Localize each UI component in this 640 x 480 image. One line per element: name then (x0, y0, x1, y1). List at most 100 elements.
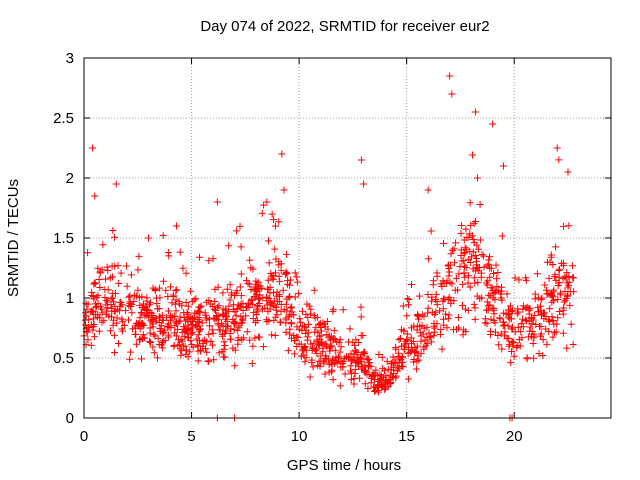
data-point (192, 295, 200, 303)
data-point (90, 280, 98, 288)
data-point (141, 310, 149, 318)
data-point (105, 312, 113, 320)
data-point (291, 336, 299, 344)
data-point (528, 320, 536, 328)
data-point (303, 336, 311, 344)
data-point (336, 348, 344, 356)
data-point (326, 343, 334, 351)
data-point (123, 282, 131, 290)
data-point-spike (145, 234, 153, 242)
data-point (465, 255, 473, 263)
data-point (107, 327, 115, 335)
data-point (147, 317, 155, 325)
data-point (522, 304, 530, 312)
data-point-spike (446, 72, 454, 80)
data-point (249, 342, 257, 350)
data-point (383, 357, 391, 365)
data-point (109, 227, 117, 235)
data-point-spike (553, 144, 561, 152)
data-point (311, 328, 319, 336)
data-point (96, 314, 104, 322)
data-point (508, 348, 516, 356)
data-point (346, 325, 354, 333)
data-point (552, 328, 560, 336)
data-point (236, 283, 244, 291)
data-point (523, 303, 531, 311)
data-point (387, 360, 395, 368)
data-point (462, 245, 470, 253)
data-point (189, 315, 197, 323)
data-point (233, 287, 241, 295)
data-point (405, 344, 413, 352)
data-point (457, 221, 465, 229)
data-point (438, 283, 446, 291)
data-point (222, 306, 230, 314)
data-point (268, 331, 276, 339)
data-point (282, 268, 290, 276)
data-point (207, 300, 215, 308)
data-point (178, 347, 186, 355)
data-point (115, 340, 123, 348)
data-point (450, 245, 458, 253)
data-point (465, 233, 473, 241)
data-point (424, 255, 432, 263)
data-point (535, 350, 543, 358)
data-point (188, 320, 196, 328)
data-point (82, 309, 90, 317)
data-point (464, 279, 472, 287)
data-point (400, 342, 408, 350)
data-point (339, 363, 347, 371)
data-point (182, 298, 190, 306)
data-point (114, 261, 122, 269)
data-point (445, 311, 453, 319)
data-point (540, 315, 548, 323)
x-tick-label: 20 (506, 428, 523, 445)
data-points (80, 72, 578, 422)
data-point (563, 344, 571, 352)
data-point (111, 302, 119, 310)
data-point (545, 318, 553, 326)
data-point (124, 316, 132, 324)
data-point (455, 270, 463, 278)
data-point (156, 319, 164, 327)
data-point (321, 355, 329, 363)
data-point (264, 237, 272, 245)
data-point (436, 331, 444, 339)
data-point (528, 327, 536, 335)
data-point (449, 246, 457, 254)
data-point (382, 377, 390, 385)
data-point (460, 262, 468, 270)
data-point (267, 269, 275, 277)
data-point (541, 281, 549, 289)
data-point (332, 356, 340, 364)
data-point (230, 291, 238, 299)
data-point (461, 249, 469, 257)
data-point (445, 268, 453, 276)
data-point (445, 293, 453, 301)
data-point (542, 325, 550, 333)
data-point (507, 359, 515, 367)
data-point (96, 268, 104, 276)
data-point (291, 269, 299, 277)
data-point (317, 352, 325, 360)
data-point (495, 341, 503, 349)
data-point (256, 333, 264, 341)
data-point (138, 355, 146, 363)
data-point (519, 315, 527, 323)
data-point (566, 301, 574, 309)
data-point (329, 305, 337, 313)
data-point (469, 151, 477, 159)
data-point (298, 347, 306, 355)
data-point (386, 380, 394, 388)
data-point (165, 323, 173, 331)
data-point (309, 363, 317, 371)
data-point (328, 342, 336, 350)
data-point (102, 301, 110, 309)
data-point (176, 248, 184, 256)
data-point (215, 349, 223, 357)
data-point (134, 286, 142, 294)
data-point (244, 299, 252, 307)
data-point-spike (424, 186, 432, 194)
data-point (474, 174, 482, 182)
data-point (301, 343, 309, 351)
